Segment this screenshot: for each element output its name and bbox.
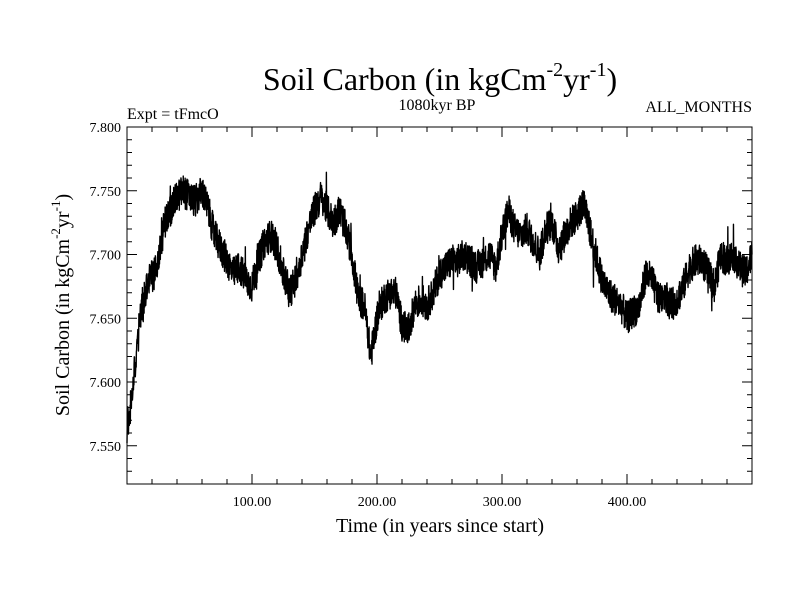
subtitle-right: ALL_MONTHS <box>645 99 752 116</box>
y-axis: 7.550 7.600 7.650 7.700 7.750 7.800 <box>90 121 752 472</box>
y-tick-label: 7.550 <box>90 440 122 455</box>
series-line-soil-carbon <box>126 171 753 444</box>
title-end: ) <box>606 61 617 97</box>
subtitle-center: 1080kyr BP <box>399 97 476 114</box>
y-tick-label: 7.750 <box>90 185 122 200</box>
ylabel-sup1: -2 <box>48 228 63 239</box>
plot-content <box>126 171 753 444</box>
ylabel-sup2: -1 <box>48 201 63 212</box>
title-mid: yr <box>563 61 590 97</box>
title-sup2: -1 <box>590 59 607 81</box>
subtitle-left: Expt = tFmcO <box>127 106 219 123</box>
title-main: Soil Carbon (in kgCm <box>263 61 547 97</box>
y-tick-label: 7.800 <box>90 121 122 136</box>
x-tick-label: 300.00 <box>483 495 522 510</box>
y-tick-label: 7.600 <box>90 376 122 391</box>
x-tick-label: 400.00 <box>608 495 647 510</box>
x-tick-label: 100.00 <box>233 495 272 510</box>
x-axis: 100.00 200.00 300.00 400.00 <box>151 127 728 510</box>
y-tick-label: 7.700 <box>90 249 122 264</box>
y-tick-label: 7.650 <box>90 312 122 327</box>
chart-title: Soil Carbon (in kgCm-2yr-1) <box>263 59 617 97</box>
x-tick-label: 200.00 <box>358 495 397 510</box>
ylabel-mid: yr <box>52 211 74 228</box>
y-axis-label: Soil Carbon (in kgCm-2yr-1) <box>48 194 74 416</box>
title-sup1: -2 <box>546 59 563 81</box>
x-axis-label: Time (in years since start) <box>336 515 544 537</box>
ylabel-main: Soil Carbon (in kgCm <box>52 238 74 416</box>
ylabel-end: ) <box>52 194 74 201</box>
